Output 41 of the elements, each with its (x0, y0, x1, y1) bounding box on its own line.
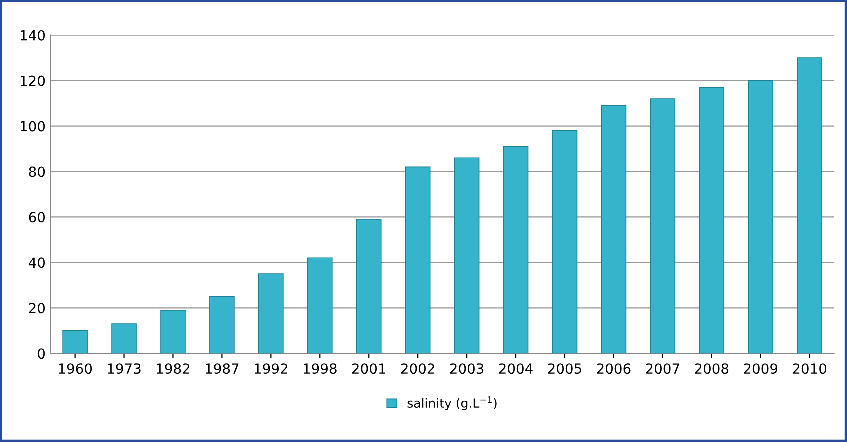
x-tick-label: 1973 (108, 364, 141, 374)
y-tick-label: 40 (28, 258, 46, 268)
x-tick-label: 2010 (793, 364, 827, 374)
y-tick-label: 60 (29, 212, 46, 223)
bar (160, 310, 186, 354)
bar (748, 80, 774, 354)
bar (650, 98, 676, 354)
x-tick-label: 1992 (255, 364, 288, 374)
y-tick-label: 0 (38, 348, 46, 360)
bar (210, 296, 235, 354)
bar (454, 158, 480, 354)
legend-label: salinity (g.L$^{−1}$) (408, 396, 497, 410)
x-tick-label: 2006 (597, 364, 631, 374)
x-tick-label: 2004 (499, 364, 533, 374)
x-tick-label: 2001 (352, 364, 386, 374)
bar (503, 146, 529, 354)
bar (552, 130, 578, 354)
y-tick-label: 100 (20, 121, 46, 132)
x-tick-label: 2008 (695, 364, 729, 374)
bar (356, 219, 382, 354)
x-tick-label: 1998 (304, 364, 337, 374)
x-tick-label: 1982 (157, 364, 190, 374)
bar (601, 105, 627, 354)
y-tick-label: 120 (20, 76, 46, 86)
x-tick-label: 1960 (59, 364, 92, 374)
bar (258, 274, 284, 354)
y-tick-label: 80 (29, 166, 46, 178)
x-tick-label: 2007 (646, 364, 680, 374)
x-tick-label: 2003 (450, 364, 484, 374)
x-tick-label: 2005 (548, 364, 582, 374)
bar (62, 330, 88, 354)
y-tick-label: 140 (20, 30, 46, 41)
x-tick-label: 2009 (744, 364, 778, 374)
bar (405, 166, 431, 354)
x-tick-label: 2002 (401, 364, 434, 374)
bar (112, 324, 137, 354)
bar (797, 58, 822, 354)
bar (699, 87, 725, 354)
bar (307, 258, 333, 354)
x-tick-label: 1987 (206, 364, 239, 374)
y-tick-label: 20 (29, 303, 46, 314)
